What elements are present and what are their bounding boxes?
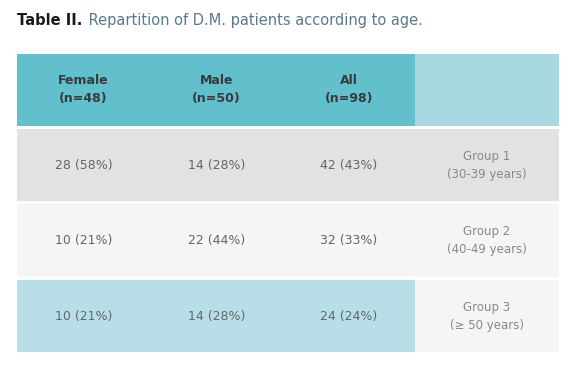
Text: Repartition of D.M. patients according to age.: Repartition of D.M. patients according t… bbox=[84, 13, 422, 28]
Bar bbox=[17, 204, 150, 277]
Bar bbox=[150, 204, 283, 277]
Bar bbox=[283, 204, 415, 277]
Text: Male
(n=50): Male (n=50) bbox=[192, 74, 241, 105]
Text: Female
(n=48): Female (n=48) bbox=[58, 74, 109, 105]
Bar bbox=[17, 280, 150, 352]
Text: 10 (21%): 10 (21%) bbox=[55, 310, 112, 323]
Bar bbox=[150, 54, 283, 126]
Text: Group 2
(40-49 years): Group 2 (40-49 years) bbox=[447, 225, 527, 256]
Text: 14 (28%): 14 (28%) bbox=[188, 310, 245, 323]
Bar bbox=[283, 129, 415, 201]
Bar bbox=[415, 54, 559, 126]
Text: All
(n=98): All (n=98) bbox=[325, 74, 373, 105]
Bar bbox=[283, 280, 415, 352]
Bar bbox=[17, 129, 150, 201]
Bar bbox=[415, 204, 559, 277]
Text: 24 (24%): 24 (24%) bbox=[320, 310, 377, 323]
Text: 10 (21%): 10 (21%) bbox=[55, 234, 112, 247]
Text: Group 1
(30-39 years): Group 1 (30-39 years) bbox=[447, 150, 527, 181]
Text: 32 (33%): 32 (33%) bbox=[320, 234, 377, 247]
Text: Table II.: Table II. bbox=[17, 13, 82, 28]
Bar bbox=[17, 54, 150, 126]
Bar bbox=[150, 280, 283, 352]
Bar bbox=[415, 129, 559, 201]
Text: 42 (43%): 42 (43%) bbox=[320, 159, 377, 172]
Text: 28 (58%): 28 (58%) bbox=[55, 159, 112, 172]
Text: 22 (44%): 22 (44%) bbox=[188, 234, 245, 247]
Bar bbox=[415, 280, 559, 352]
Text: Group 3
(≥ 50 years): Group 3 (≥ 50 years) bbox=[450, 301, 524, 332]
Bar bbox=[283, 54, 415, 126]
Bar bbox=[150, 129, 283, 201]
Text: 14 (28%): 14 (28%) bbox=[188, 159, 245, 172]
